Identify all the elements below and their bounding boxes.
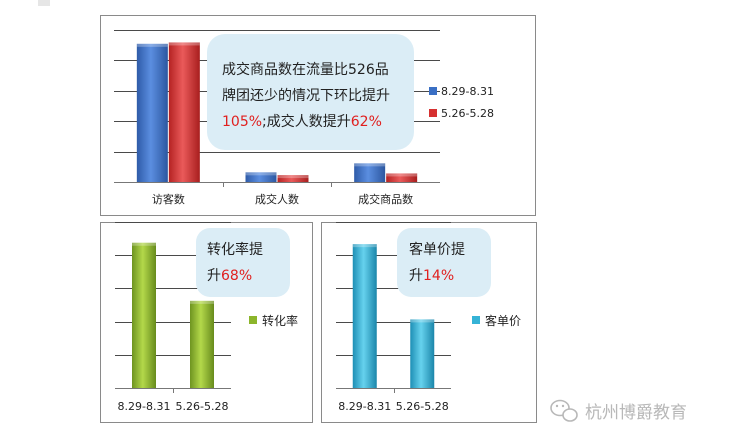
legend-label: 5.26-5.28 [441,107,494,120]
watermark: 杭州博爵教育 [550,399,687,423]
bar [190,300,214,388]
callout-highlight: 68% [221,268,252,284]
bar-top-highlight [190,300,214,304]
bars [352,244,435,388]
bar-top-highlight [386,173,418,177]
callout-text: 升 [409,268,423,284]
x-tick-label: 成交人数 [255,192,299,206]
legend-swatch [429,109,437,117]
legend-label: 客单价 [485,313,521,328]
callout-text: 升 [207,268,221,284]
bar [168,42,200,182]
legend-swatch [472,316,480,324]
bar-top-highlight [354,163,386,167]
legend: 转化率 [249,313,298,328]
bar [136,43,168,183]
x-tick-label: 8.29-8.31 [118,400,171,413]
callout-highlight: 14% [423,268,454,284]
conversion-rate-chart: 8.29-8.31 5.26-5.28 转化率 转化率提 升68% [115,222,298,413]
bar-top-highlight [410,319,435,323]
bar [410,319,435,388]
legend-label: 转化率 [262,313,298,328]
annotation-callout: 客单价提 升14% [397,228,491,297]
corner-mark [38,0,50,6]
bar-top-highlight [245,172,277,176]
bar-top-highlight [352,244,377,248]
callout-line: 客单价提 [409,241,465,258]
callout-bubble [207,34,414,150]
bar [245,172,277,182]
bar-top-highlight [136,43,168,47]
bar [386,173,418,182]
watermark-text: 杭州博爵教育 [585,403,687,423]
legend: 8.29-8.31 5.26-5.28 [429,85,494,120]
callout-highlight: 105% [222,114,262,130]
x-axis-labels: 8.29-8.31 5.26-5.28 [338,388,449,413]
bar [352,244,377,388]
x-tick-label: 成交商品数 [358,192,413,206]
x-tick-label: 5.26-5.28 [396,400,449,413]
callout-text: ;成交人数提升 [262,113,351,130]
bar [277,175,309,182]
x-tick-label: 8.29-8.31 [338,400,391,413]
x-axis-labels: 8.29-8.31 5.26-5.28 [118,388,229,413]
average-order-value-chart: 8.29-8.31 5.26-5.28 客单价 客单价提 升14% [336,222,521,413]
legend-swatch [429,87,437,95]
annotation-callout: 转化率提 升68% [196,228,290,297]
callout-line: 105%;成交人数提升62% [222,113,382,130]
legend-swatch [249,316,257,324]
callout-line: 成交商品数在流量比526品 [222,61,389,78]
bars [132,242,214,388]
legend: 客单价 [472,313,521,328]
bar-top-highlight [132,242,156,246]
callout-line: 牌团还少的情况下环比提升 [222,87,390,104]
callout-bubble [397,228,491,297]
x-axis-labels: 访客数 成交人数 成交商品数 [152,182,413,206]
bar-top-highlight [168,42,200,46]
annotation-callout: 成交商品数在流量比526品 牌团还少的情况下环比提升 105%;成交人数提升62… [207,34,414,150]
callout-line: 升14% [409,268,454,284]
callout-line: 转化率提 [207,241,263,258]
callout-bubble [196,228,290,297]
wechat-icon [550,399,578,422]
callout-line: 升68% [207,268,252,284]
legend-label: 8.29-8.31 [441,85,494,98]
bars [136,42,418,183]
bar [132,242,156,388]
visitor-orders-chart: 访客数 成交人数 成交商品数 8.29-8.31 5.26-5.28 成交商品数在流… [114,30,494,206]
callout-highlight: 62% [351,114,382,130]
x-tick-label: 访客数 [152,192,185,206]
bar [354,163,386,182]
bar-top-highlight [277,175,309,179]
x-tick-label: 5.26-5.28 [176,400,229,413]
